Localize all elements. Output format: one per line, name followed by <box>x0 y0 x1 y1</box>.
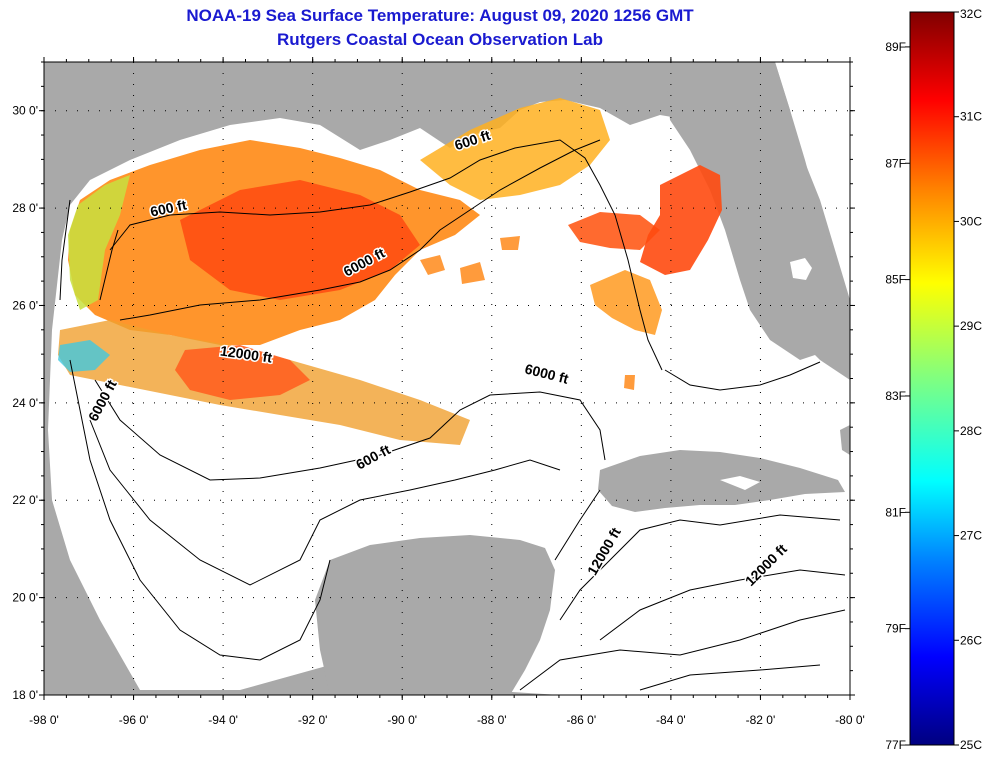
axis-ticks <box>39 57 855 700</box>
bathymetry-contours <box>59 139 846 691</box>
colorbar-c-label: 30C <box>960 214 982 228</box>
sst-hot-core <box>180 180 420 300</box>
lake-okeechobee <box>790 258 812 280</box>
colorbar-f-label: 85F <box>885 273 906 287</box>
lat-label: 26 0' <box>12 298 38 312</box>
sst-east-patch-2 <box>640 165 722 275</box>
cuba-detail <box>720 476 760 490</box>
latitude-labels: 30 0' 28 0' 26 0' 24 0' 22 0' 20 0' 18 0' <box>12 104 38 702</box>
map-title: NOAA-19 Sea Surface Temperature: August … <box>186 6 694 25</box>
lat-label: 28 0' <box>12 201 38 215</box>
colorbar-c-label: 28C <box>960 424 982 438</box>
longitude-labels: -98 0' -96 0' -94 0' -92 0' -90 0' -88 0' -86 … <box>29 713 865 727</box>
lon-label: -84 0' <box>656 713 686 727</box>
lon-label: -88 0' <box>477 713 507 727</box>
colorbar-ticks <box>905 11 959 746</box>
sst-12000-patch <box>175 345 310 400</box>
graticule <box>44 62 850 695</box>
colorbar-f-label: 79F <box>885 622 906 636</box>
colorbar-f-label: 77F <box>885 738 906 752</box>
colorbar-f-label: 89F <box>885 40 906 54</box>
sst-central-band <box>420 98 610 200</box>
map-subtitle: Rutgers Coastal Ocean Observation Lab <box>277 30 603 49</box>
lat-label: 22 0' <box>12 493 38 507</box>
colorbar-c-label: 31C <box>960 110 982 124</box>
sst-east-patch-3 <box>590 270 662 335</box>
colorbar-c-label: 26C <box>960 633 982 647</box>
cuba-land <box>598 450 845 512</box>
lon-label: -90 0' <box>387 713 417 727</box>
lon-label: -94 0' <box>208 713 238 727</box>
sst-east-patch-1 <box>568 212 660 250</box>
lon-label: -96 0' <box>119 713 149 727</box>
lat-label: 30 0' <box>12 104 38 118</box>
colorbar-c-label: 27C <box>960 529 982 543</box>
colorbar-c-label: 25C <box>960 738 982 752</box>
lat-label: 20 0' <box>12 591 38 605</box>
lon-label: -86 0' <box>567 713 597 727</box>
colorbar-f-label: 87F <box>885 156 906 170</box>
colorbar-fahrenheit-labels: 89F 87F 85F 83F 81F 79F 77F <box>885 40 906 752</box>
lon-label: -92 0' <box>298 713 328 727</box>
atlantic-water <box>775 62 850 300</box>
colorbar-f-label: 81F <box>885 505 906 519</box>
colorbar-c-label: 29C <box>960 319 982 333</box>
lat-label: 18 0' <box>12 688 38 702</box>
colorbar-c-label: 32C <box>960 7 982 21</box>
sst-central-spots <box>420 236 635 390</box>
se-land <box>840 425 850 455</box>
lon-label: -98 0' <box>29 713 59 727</box>
colorbar <box>909 11 955 746</box>
sst-cool-band <box>68 175 130 310</box>
lon-label: -82 0' <box>746 713 776 727</box>
florida-land <box>665 62 840 360</box>
colorbar-f-label: 83F <box>885 389 906 403</box>
colorbar-celsius-labels: 32C 31C 30C 29C 28C 27C 26C 25C <box>960 7 982 752</box>
yucatan-land <box>315 535 555 695</box>
lon-label: -80 0' <box>835 713 865 727</box>
lat-label: 24 0' <box>12 396 38 410</box>
